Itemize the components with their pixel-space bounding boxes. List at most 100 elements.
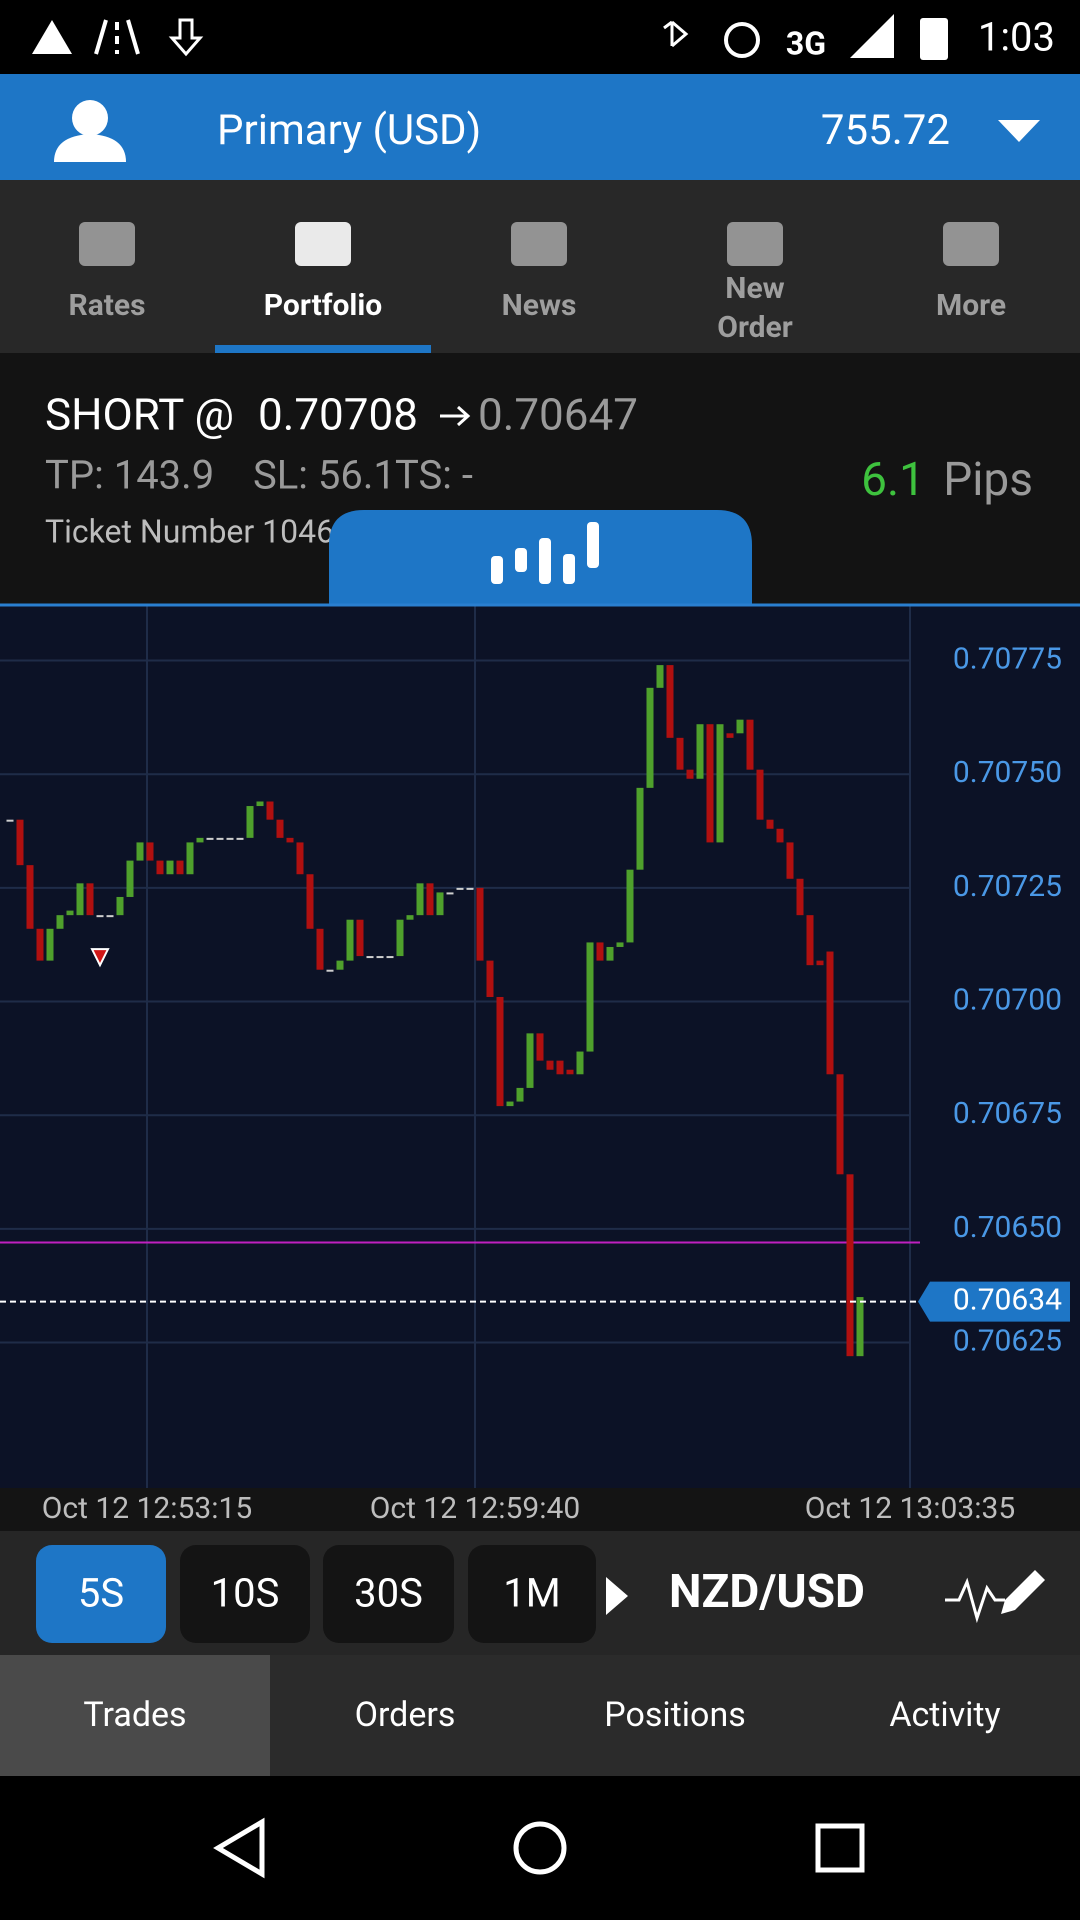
y-tick-label: 0.70750 [953,755,1062,790]
nav-tab[interactable] [215,180,431,353]
candle [536,1033,544,1061]
ticket-number: Ticket Number 1046 [45,512,334,550]
nav-tab-label: Portfolio [264,288,382,323]
candle [486,960,494,997]
take-profit: TP: 143.9 [45,452,214,499]
nav-tab[interactable] [0,180,215,353]
account-header[interactable] [0,74,1080,180]
candle [106,915,114,918]
candle [526,1033,534,1088]
home-button[interactable] [513,1821,567,1875]
timeframe-button[interactable] [323,1545,454,1643]
candle [366,956,374,959]
candle [186,842,194,875]
y-tick-label: 0.70625 [953,1323,1062,1358]
x-tick-label: Oct 12 12:53:15 [42,1491,252,1526]
candle [846,1174,854,1357]
battery-icon [920,18,948,60]
candle [216,837,224,840]
y-tick-label: 0.70650 [953,1210,1062,1245]
candle [476,887,484,961]
play-button[interactable] [606,1577,628,1615]
draw-icon[interactable] [945,1577,1005,1624]
candle [596,942,604,961]
candle [396,919,404,957]
back-button[interactable] [213,1817,265,1879]
candle [256,801,264,807]
candle [246,806,254,838]
candle [96,915,104,918]
candle [26,865,34,929]
y-tick-label: 0.70700 [953,982,1062,1017]
candle [126,860,134,897]
candle [196,837,204,843]
candle [776,828,784,843]
candle [456,887,464,890]
candle [306,874,314,929]
candle [146,842,154,861]
candle [546,1060,554,1070]
candle [696,724,704,779]
nav-tab[interactable] [863,180,1079,353]
system-nav [0,1776,1080,1920]
candle [426,883,434,916]
timeframe-button[interactable] [468,1545,596,1643]
candle [236,837,244,840]
candle [356,919,364,957]
account-balance: 755.72 [821,106,950,155]
bottom-tab-label: Orders [355,1695,456,1735]
candle [756,769,764,820]
bottom-tab-label: Trades [83,1695,186,1735]
chart-icon [491,522,599,584]
tab-indicator [215,345,431,353]
timeframe-button[interactable] [36,1545,166,1643]
tab-icon [79,222,135,266]
road-icon [94,19,140,55]
nav-tab[interactable] [431,180,647,353]
candle [826,951,834,1075]
user-icon [72,100,108,136]
clock: 1:03 [978,14,1055,61]
candle [786,842,794,879]
tab-icon [727,222,783,266]
candle [66,910,74,916]
candle [226,837,234,840]
candle [766,819,774,829]
candle [176,860,184,875]
bottom-tab-label: Positions [604,1695,746,1735]
candle [736,719,744,734]
candle [266,801,274,820]
candle [466,887,474,890]
candle [516,1087,524,1102]
entry-marker [90,948,110,968]
entry-price: 0.70708 [258,389,418,441]
timeframe-label: 10S [211,1570,280,1617]
nav-tab-label: New Order [717,271,792,345]
candle [76,883,84,916]
stop-loss: SL: 56.1 [253,452,396,499]
candle [436,892,444,916]
user-icon-body [54,134,126,162]
candle [16,819,24,866]
candle [586,942,594,1052]
timeframe-button[interactable] [180,1545,310,1643]
recents-button[interactable] [815,1823,865,1873]
nav-tab-label: More [936,288,1006,323]
candle [46,928,54,961]
candle [136,842,144,861]
candle [496,996,504,1107]
tab-icon [295,222,351,266]
dropdown-arrow[interactable] [998,120,1040,142]
position-side: SHORT @ [45,389,234,441]
candle [6,819,14,822]
candle [636,787,644,870]
candle [506,1101,514,1107]
timeframe-label: 1M [503,1570,560,1617]
instrument[interactable]: NZD/USD [669,1565,865,1619]
candle [626,869,634,943]
candle [276,819,284,838]
bottom-tab-label: Activity [889,1695,1000,1735]
download-icon [168,18,204,57]
candle [386,956,394,959]
bottom-tab[interactable] [0,1655,270,1776]
